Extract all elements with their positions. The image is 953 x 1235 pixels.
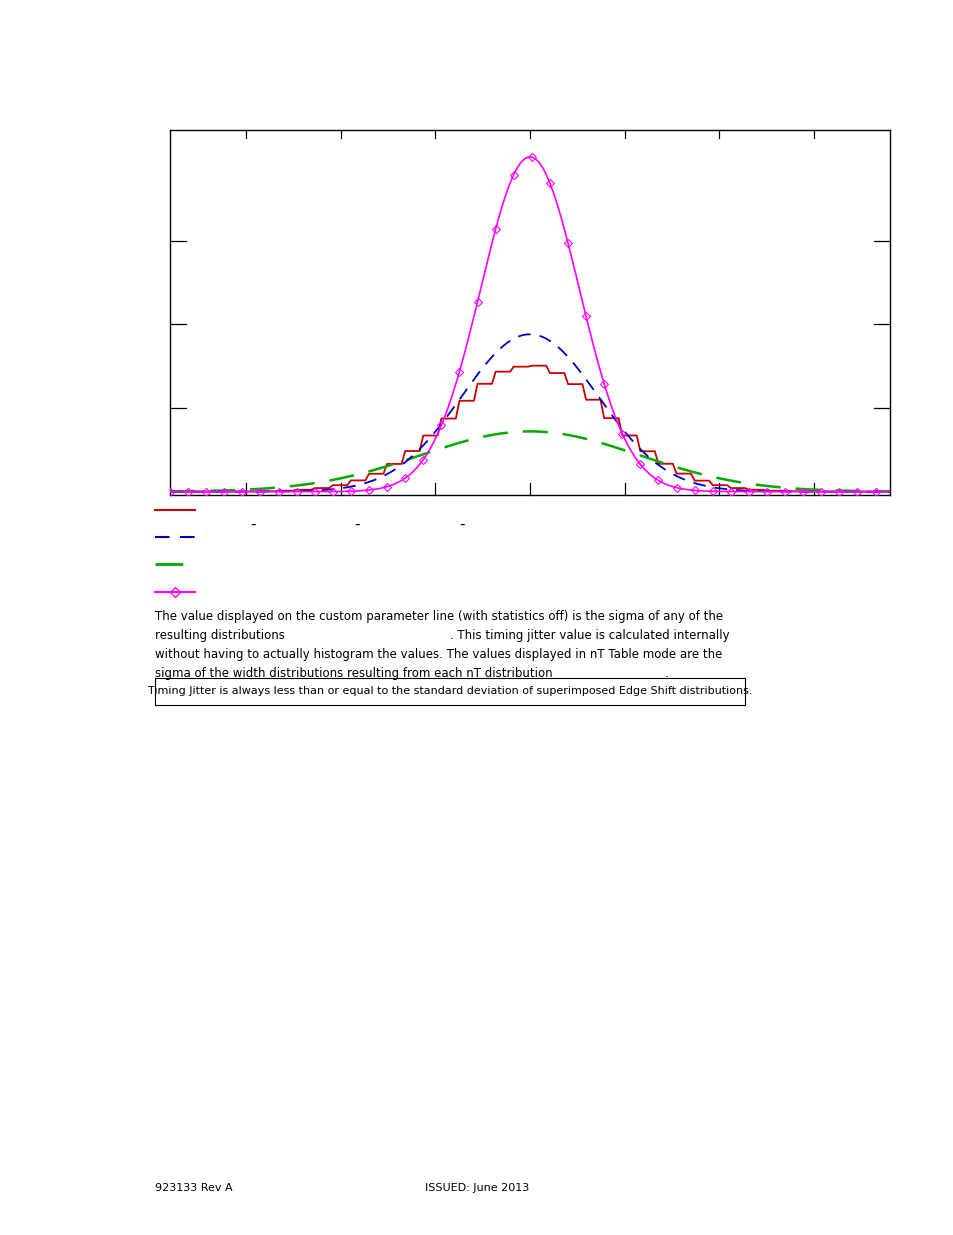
- Text: -: -: [250, 517, 255, 532]
- Text: sigma of the width distributions resulting from each nT distribution            : sigma of the width distributions resulti…: [154, 667, 668, 680]
- Text: 923133 Rev A: 923133 Rev A: [154, 1183, 233, 1193]
- Text: ISSUED: June 2013: ISSUED: June 2013: [424, 1183, 529, 1193]
- Text: -: -: [458, 517, 464, 532]
- Text: without having to actually histogram the values. The values displayed in nT Tabl: without having to actually histogram the…: [154, 648, 721, 661]
- Text: The value displayed on the custom parameter line (with statistics off) is the si: The value displayed on the custom parame…: [154, 610, 722, 622]
- Text: Timing Jitter is always less than or equal to the standard deviation of superimp: Timing Jitter is always less than or equ…: [148, 687, 752, 697]
- Text: resulting distributions                                            . This timing: resulting distributions . This timing: [154, 629, 729, 642]
- Text: -: -: [355, 517, 359, 532]
